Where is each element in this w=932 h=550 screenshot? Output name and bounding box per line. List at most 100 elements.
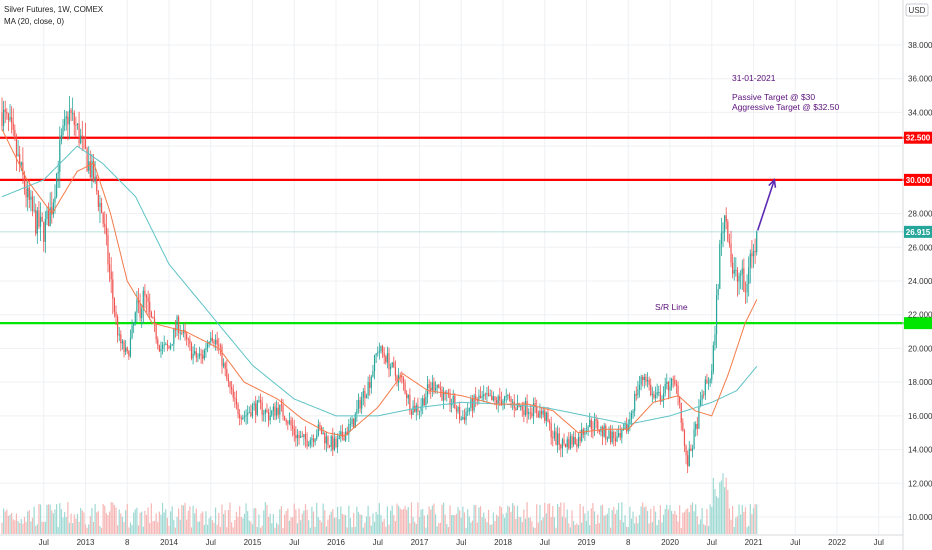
- candle-body: [332, 436, 334, 450]
- volume-bar: [304, 504, 307, 534]
- volume-bar: [404, 505, 406, 534]
- volume-bar: [256, 526, 258, 534]
- candle-body: [150, 311, 152, 317]
- candle-body: [359, 400, 361, 409]
- candle-body: [675, 383, 678, 386]
- candle-body: [205, 348, 207, 350]
- candle-body: [515, 408, 517, 410]
- volume-bar: [643, 507, 645, 534]
- candle-body: [316, 435, 318, 440]
- volume-bar: [309, 527, 311, 534]
- volume-bar: [468, 516, 470, 534]
- candle-body: [404, 382, 406, 394]
- x-tick-label: 2017: [411, 538, 429, 547]
- level-30000-badge: [904, 173, 932, 186]
- candle-body: [284, 416, 286, 421]
- candle-body: [54, 196, 56, 203]
- candle-body: [589, 419, 591, 427]
- volume-bar: [62, 517, 64, 534]
- candle-body: [335, 438, 337, 448]
- candle-body: [577, 436, 580, 447]
- ma-long-line: [1, 145, 758, 425]
- candle-body: [603, 425, 605, 437]
- volume-bar: [502, 514, 504, 534]
- volume-bar: [161, 502, 164, 534]
- volume-bar: [153, 520, 156, 534]
- volume-bar: [658, 519, 660, 534]
- volume-bar: [198, 521, 201, 534]
- price-axis[interactable]: 10.000 12.000 14.000 16.000 18.000 20.000 22.0…: [902, 0, 932, 550]
- volume-bar: [467, 509, 469, 534]
- volume-bar: [630, 518, 633, 534]
- candle-body: [449, 393, 451, 406]
- candle-body: [528, 412, 530, 415]
- candle-body: [362, 391, 364, 398]
- volume-bar: [160, 514, 162, 534]
- candle-body: [598, 430, 600, 432]
- volume-bar: [226, 527, 228, 534]
- candle-body: [282, 405, 284, 417]
- volume-bar: [28, 510, 30, 534]
- volume-bar: [210, 516, 212, 534]
- candle-body: [343, 437, 345, 441]
- volume-bar: [139, 512, 141, 534]
- candle-body: [504, 396, 506, 401]
- volume-bar: [239, 506, 241, 534]
- candle-body: [245, 414, 247, 417]
- candle-body: [727, 221, 729, 242]
- volume-bar: [526, 502, 528, 534]
- time-axis[interactable]: Jul 2013 8 2014 Jul 2015 Jul 2016 Jul 2017 Jul 2018…: [0, 534, 903, 547]
- volume-bar: [409, 523, 411, 534]
- candle-body: [733, 270, 735, 274]
- volume-bar: [81, 510, 83, 534]
- volume-bar: [478, 507, 480, 534]
- candle-body: [654, 394, 657, 398]
- volume-bar: [425, 527, 427, 534]
- candle-body: [672, 378, 674, 380]
- volume-bar: [556, 503, 559, 534]
- volume-bar: [442, 502, 445, 534]
- volume-bar: [287, 508, 289, 534]
- candle-body: [337, 439, 339, 448]
- currency-button[interactable]: USD: [905, 3, 929, 17]
- candle-body: [256, 400, 258, 415]
- volume-bar: [46, 504, 48, 534]
- x-tick-label: 2021: [745, 538, 763, 547]
- volume-bar: [532, 527, 535, 534]
- volume-bar: [590, 508, 592, 534]
- volume-bar: [346, 527, 348, 534]
- horizontal-levels[interactable]: 32.500 30.000 26.915: [0, 131, 932, 330]
- volume-bar: [120, 513, 122, 534]
- volume-bar: [359, 514, 361, 534]
- volume-bar: [284, 514, 286, 534]
- volume-bar: [19, 522, 21, 534]
- candle-body: [565, 443, 567, 448]
- volume-bar: [335, 517, 337, 534]
- volume-bar: [288, 520, 291, 534]
- y-tick-label: 24.000: [908, 277, 932, 286]
- volume-bar: [634, 523, 636, 534]
- candle-body: [218, 344, 220, 346]
- candle-body: [292, 425, 294, 429]
- candle-body: [711, 370, 713, 380]
- candle-body: [391, 362, 393, 367]
- volume-bar: [521, 522, 523, 534]
- candle-body: [314, 439, 316, 442]
- volume-bar: [15, 513, 18, 534]
- volume-bar: [706, 509, 708, 534]
- candle-body: [638, 384, 641, 390]
- volume-bar: [221, 504, 223, 534]
- x-tick-label: 2016: [327, 538, 345, 547]
- candle-body: [300, 436, 302, 438]
- y-tick-label: 12.000: [908, 479, 932, 488]
- candle-body: [465, 411, 467, 421]
- volume-bar: [14, 520, 16, 534]
- candle-body: [542, 410, 544, 415]
- volume-bar: [206, 524, 209, 534]
- candle-body: [206, 342, 209, 349]
- volume-bar: [341, 514, 344, 534]
- candle-body: [92, 160, 95, 182]
- volume-bar: [608, 508, 610, 534]
- volume-bar: [669, 505, 671, 534]
